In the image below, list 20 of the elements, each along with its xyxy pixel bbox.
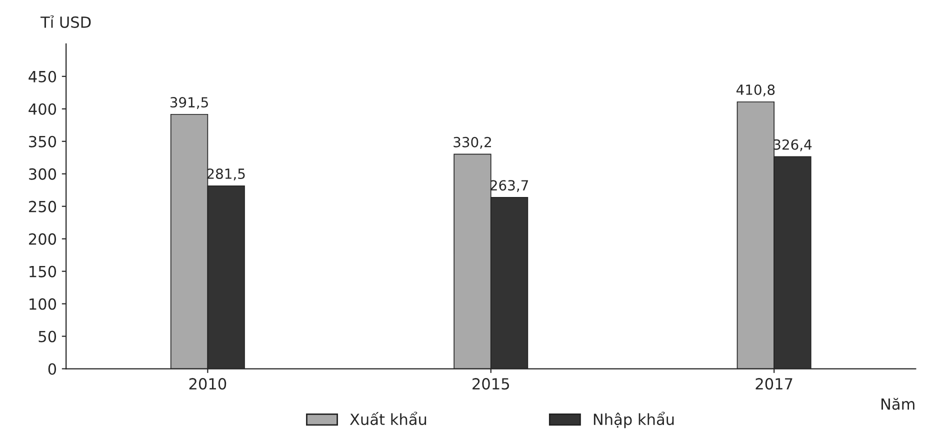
data-label: 410,8 — [736, 84, 775, 96]
y-tick-label: 300 — [29, 168, 56, 180]
legend-label: Nhập khẩu — [594, 412, 674, 428]
y-tick-label: 0 — [48, 363, 56, 375]
y-tick-label: 350 — [29, 136, 56, 148]
x-axis-title: Năm — [882, 398, 914, 410]
y-tick-label: 250 — [29, 200, 56, 212]
y-tick-label: 100 — [30, 298, 56, 310]
y-axis-title: Tỉ USD — [40, 15, 91, 28]
y-tick-label: 50 — [38, 330, 56, 342]
data-label: 330,2 — [454, 136, 491, 149]
y-tick-label: 450 — [28, 70, 56, 82]
data-label: 391,5 — [170, 97, 208, 109]
x-tick-label: 2010 — [189, 378, 226, 390]
y-tick-label: 150 — [30, 266, 56, 278]
y-tick-label: 400 — [28, 103, 56, 115]
x-tick-label: 2017 — [756, 378, 792, 390]
y-tick-label: 200 — [29, 233, 56, 245]
legend-label: Xuất khẩu — [350, 412, 426, 426]
x-tick-label: 2015 — [472, 378, 509, 390]
